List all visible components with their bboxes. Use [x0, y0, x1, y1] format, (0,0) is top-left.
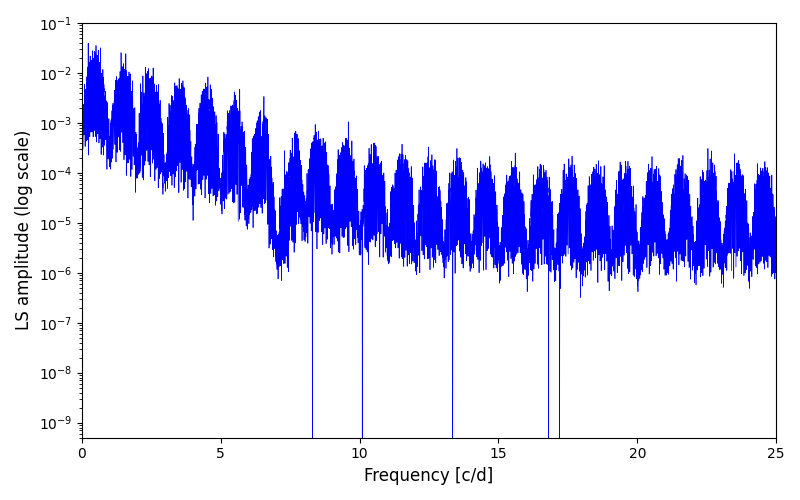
X-axis label: Frequency [c/d]: Frequency [c/d]	[364, 467, 494, 485]
Y-axis label: LS amplitude (log scale): LS amplitude (log scale)	[15, 130, 33, 330]
